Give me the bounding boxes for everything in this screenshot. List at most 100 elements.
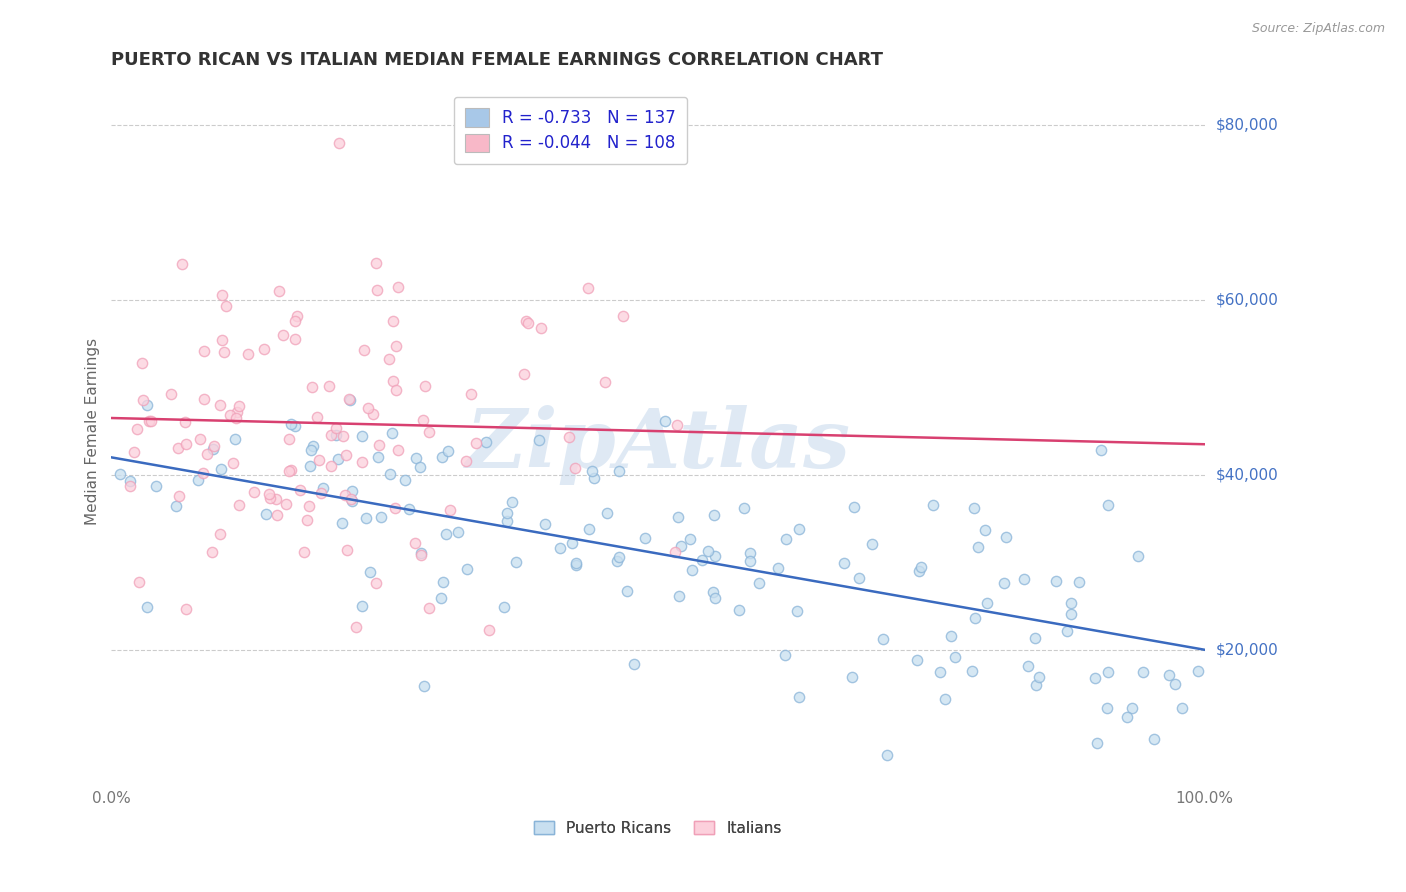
Point [342,484,364,499]
Point [209,462,232,476]
Point [437,443,460,458]
Point [409,548,432,562]
Point [278,464,301,478]
Point [1060,596,1083,610]
Point [292,545,315,559]
Point [929,665,952,679]
Point [136,600,159,615]
Point [333,488,356,502]
Point [193,344,215,359]
Point [671,540,693,554]
Point [160,386,183,401]
Point [596,506,619,520]
Point [409,460,432,475]
Point [193,392,215,406]
Point [1024,631,1046,645]
Point [607,464,630,478]
Point [515,314,537,328]
Point [201,545,224,559]
Point [138,414,160,428]
Point [299,458,322,473]
Point [581,464,603,478]
Point [939,630,962,644]
Point [679,533,702,547]
Point [492,599,515,614]
Point [432,450,454,464]
Point [191,466,214,480]
Point [905,652,928,666]
Point [1090,443,1112,458]
Point [460,387,482,401]
Point [368,438,391,452]
Point [1069,574,1091,589]
Point [681,563,703,577]
Point [382,374,405,388]
Point [283,332,305,346]
Point [384,383,406,397]
Point [974,523,997,537]
Point [352,429,374,443]
Point [704,591,727,605]
Point [934,691,956,706]
Point [312,481,335,495]
Point [668,589,690,603]
Point [280,463,302,477]
Point [224,432,246,446]
Point [872,632,894,646]
Point [434,526,457,541]
Point [271,327,294,342]
Point [367,450,389,465]
Point [578,522,600,536]
Point [447,525,470,540]
Point [702,585,724,599]
Point [382,314,405,328]
Point [225,411,247,425]
Point [786,604,808,618]
Point [922,499,945,513]
Point [456,562,478,576]
Point [176,437,198,451]
Point [328,136,350,150]
Point [1171,701,1194,715]
Y-axis label: Median Female Earnings: Median Female Earnings [86,337,100,524]
Point [430,591,453,605]
Text: $40,000: $40,000 [1216,467,1278,483]
Point [1056,624,1078,638]
Point [654,414,676,428]
Point [1085,736,1108,750]
Point [593,375,616,389]
Point [748,575,770,590]
Point [607,550,630,565]
Point [692,552,714,566]
Point [496,514,519,528]
Point [787,690,810,705]
Point [285,310,308,324]
Point [768,561,790,575]
Point [339,392,361,407]
Point [1128,549,1150,564]
Text: $20,000: $20,000 [1216,642,1278,657]
Point [364,256,387,270]
Point [359,565,381,579]
Point [131,392,153,407]
Point [1045,574,1067,588]
Point [122,445,145,459]
Point [197,447,219,461]
Point [963,500,986,515]
Point [1097,665,1119,679]
Point [325,421,347,435]
Point [848,571,870,585]
Point [967,540,990,554]
Point [860,537,883,551]
Point [1025,678,1047,692]
Point [775,532,797,546]
Point [876,747,898,762]
Point [297,513,319,527]
Point [534,516,557,531]
Point [561,536,583,550]
Point [963,611,986,625]
Point [311,486,333,500]
Point [842,500,865,515]
Point [960,664,983,678]
Point [666,510,689,524]
